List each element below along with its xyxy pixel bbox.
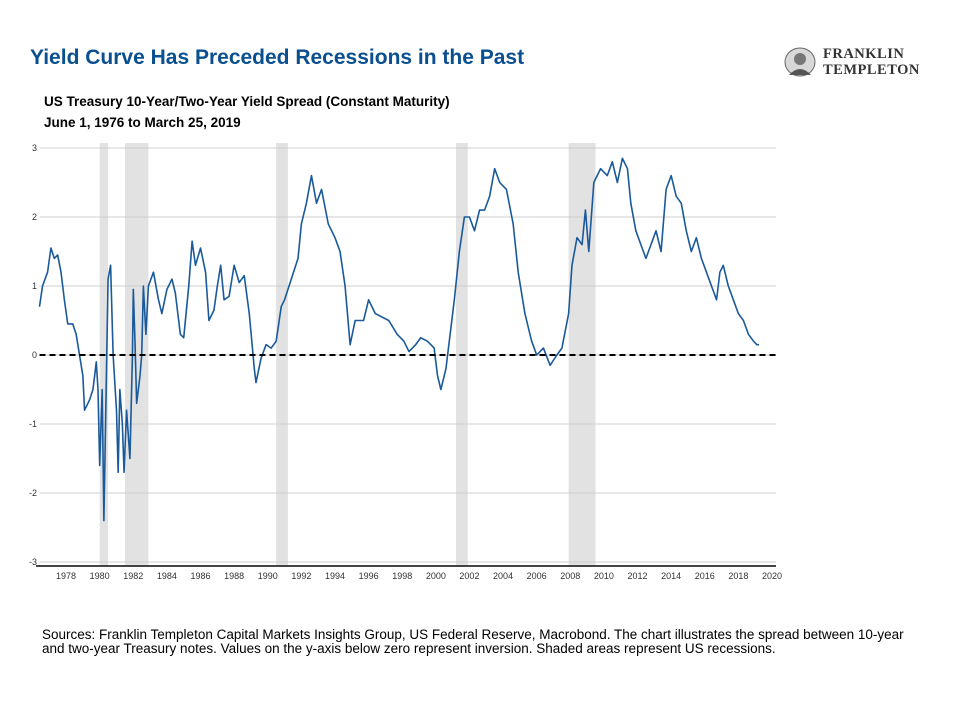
y-tick-label: 1: [32, 281, 37, 291]
x-tick-label: 2020: [762, 571, 782, 581]
x-tick-label: 1978: [56, 571, 76, 581]
portrait-logo-icon: [784, 47, 816, 77]
x-tick-label: 1990: [258, 571, 278, 581]
x-tick-label: 1986: [191, 571, 211, 581]
page-title: Yield Curve Has Preceded Recessions in t…: [30, 46, 525, 69]
y-tick-label: 3: [32, 143, 37, 153]
logo-line2: TEMPLETON: [823, 62, 920, 78]
y-tick-label: -3: [29, 557, 37, 567]
x-tick-label: 2002: [459, 571, 479, 581]
x-tick-label: 2008: [560, 571, 580, 581]
y-tick-label: -1: [29, 419, 37, 429]
x-tick-label: 1994: [325, 571, 345, 581]
franklin-templeton-logo: FRANKLIN TEMPLETON: [783, 46, 920, 78]
source-note: Sources: Franklin Templeton Capital Mark…: [42, 627, 904, 656]
y-tick-label: 2: [32, 212, 37, 222]
x-tick-label: 1980: [90, 571, 110, 581]
x-tick-label: 1998: [392, 571, 412, 581]
y-tick-label: -2: [29, 488, 37, 498]
chart-title: US Treasury 10-Year/Two-Year Yield Sprea…: [44, 94, 450, 109]
x-tick-label: 2010: [594, 571, 614, 581]
logo-line1: FRANKLIN: [823, 46, 905, 62]
x-tick-label: 2018: [728, 571, 748, 581]
x-tick-label: 1992: [291, 571, 311, 581]
x-tick-label: 2014: [661, 571, 681, 581]
y-tick-label: 0: [32, 350, 37, 360]
spread-line: [38, 157, 760, 522]
yield-spread-chart: 3 2 1 0 -1 -2 -3 1978 1980 1982 1984 1986 1988 1990 19…: [29, 143, 782, 581]
x-tick-label: 2016: [695, 571, 715, 581]
x-tick-label: 1988: [224, 571, 244, 581]
x-tick-label: 1996: [359, 571, 379, 581]
x-tick-label: 1982: [123, 571, 143, 581]
x-tick-label: 2004: [493, 571, 513, 581]
x-tick-label: 2006: [527, 571, 547, 581]
x-tick-label: 2012: [628, 571, 648, 581]
chart-subtitle: June 1, 1976 to March 25, 2019: [44, 115, 241, 130]
x-tick-label: 1984: [157, 571, 177, 581]
x-tick-label: 2000: [426, 571, 446, 581]
